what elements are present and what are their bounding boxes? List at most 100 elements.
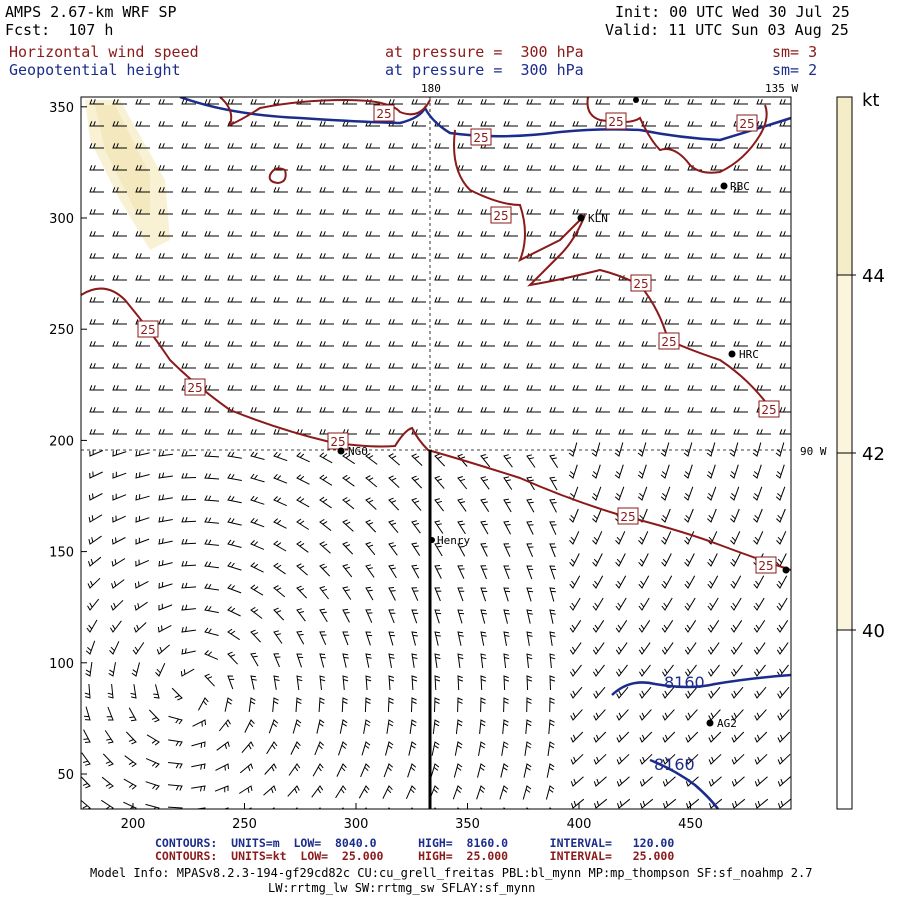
wind-barb <box>146 734 160 746</box>
wind-barb <box>732 798 746 809</box>
wind-barb <box>227 495 242 504</box>
wind-barb <box>683 486 694 501</box>
wind-barb <box>273 451 288 462</box>
speed-label-text: 25 <box>608 115 623 129</box>
wind-barb <box>641 363 656 369</box>
wind-barb <box>112 341 127 347</box>
wind-barb <box>730 642 743 655</box>
wind-barb <box>134 601 148 611</box>
wind-barb <box>319 474 333 486</box>
wind-barb <box>457 275 472 281</box>
wind-barb <box>111 558 126 567</box>
wind-barb <box>684 664 697 677</box>
wind-barb <box>503 498 512 513</box>
wind-barb <box>503 565 511 580</box>
wind-barb <box>480 231 495 237</box>
wind-barb <box>733 363 748 369</box>
wind-barb <box>287 785 300 797</box>
speed-label-text: 25 <box>473 131 488 145</box>
wind-barb <box>549 187 564 193</box>
wind-barb <box>158 253 173 259</box>
height-contour-top <box>179 97 791 142</box>
height-contour-8160-a <box>611 673 791 696</box>
wind-barb <box>434 275 449 281</box>
wind-barb <box>89 253 104 259</box>
wind-barb <box>664 121 679 127</box>
wind-barb <box>128 707 137 722</box>
wind-barb <box>526 341 541 347</box>
wind-barb <box>480 653 487 668</box>
wind-barb <box>296 297 311 303</box>
wind-barb <box>193 807 206 809</box>
wind-barb <box>730 508 740 523</box>
wind-barb <box>549 454 559 468</box>
wind-barb <box>457 807 460 809</box>
wind-barb <box>710 297 725 303</box>
footer-model-info-1: Model Info: MPASv8.2.3-194-gf29cd82c CU:… <box>90 866 813 880</box>
wind-barb <box>618 231 633 237</box>
station-rbc[interactable]: RBC <box>720 180 750 193</box>
wind-barb <box>85 662 93 677</box>
wind-barb <box>569 664 582 677</box>
wind-barb <box>388 407 403 413</box>
wind-barb <box>731 731 745 743</box>
station-ngo[interactable]: NGO <box>337 445 368 458</box>
wind-barb <box>342 187 357 193</box>
field2-smoothing: sm= 2 <box>772 61 818 79</box>
wind-barb <box>388 187 403 193</box>
station-hrc[interactable]: HRC <box>728 348 759 361</box>
wind-barb <box>273 630 283 644</box>
wind-barb <box>525 719 532 734</box>
wind-barb <box>572 99 587 105</box>
wind-barb <box>777 753 791 765</box>
wind-barb <box>135 472 150 479</box>
wind-barb <box>365 297 380 303</box>
wind-barb <box>158 231 173 237</box>
wind-barb <box>364 697 371 713</box>
wind-barb <box>227 341 242 347</box>
y-tick-label: 200 <box>49 434 74 449</box>
wind-barb <box>250 275 265 281</box>
wind-barb <box>319 165 334 171</box>
speed-label-box <box>755 556 777 574</box>
wind-barb <box>641 99 656 105</box>
wind-barb <box>158 407 173 413</box>
wind-barb <box>572 363 587 369</box>
wind-barb <box>753 664 766 677</box>
wind-barb <box>457 429 472 435</box>
wind-barb <box>250 652 259 667</box>
station-kln[interactable]: KLN <box>577 212 608 225</box>
wind-barb <box>107 684 114 699</box>
wind-barb <box>639 709 652 721</box>
wind-barb <box>641 231 656 237</box>
colorbar: kt 44 42 40 <box>836 90 885 810</box>
wind-barb <box>250 407 265 413</box>
speed-label-text: 25 <box>330 435 345 449</box>
wind-barb <box>89 143 104 149</box>
wind-barb <box>455 719 463 734</box>
wind-barb <box>296 143 311 149</box>
wind-barb <box>526 165 541 171</box>
wind-barb <box>365 363 380 369</box>
x-tick-label: 200 <box>121 817 146 832</box>
wind-barb <box>365 675 372 691</box>
wind-barb <box>526 697 532 713</box>
wind-barb <box>204 627 219 636</box>
station-henry[interactable]: Henry <box>429 534 470 547</box>
wind-barb <box>250 473 265 483</box>
wind-barb <box>687 363 702 369</box>
wind-barb <box>411 297 426 303</box>
wind-barb <box>181 582 197 589</box>
wind-barb <box>708 686 721 699</box>
wind-barb <box>595 231 610 237</box>
station-ag2[interactable]: AG2 <box>706 717 737 730</box>
wind-barb <box>181 209 196 215</box>
wind-barb <box>687 297 702 303</box>
wind-barb <box>457 542 466 557</box>
wind-barb <box>457 99 472 105</box>
wind-barb <box>457 498 467 512</box>
wind-barb <box>549 209 564 215</box>
wind-barb <box>779 121 791 127</box>
wind-barb <box>388 275 403 281</box>
wind-barb <box>388 165 403 171</box>
